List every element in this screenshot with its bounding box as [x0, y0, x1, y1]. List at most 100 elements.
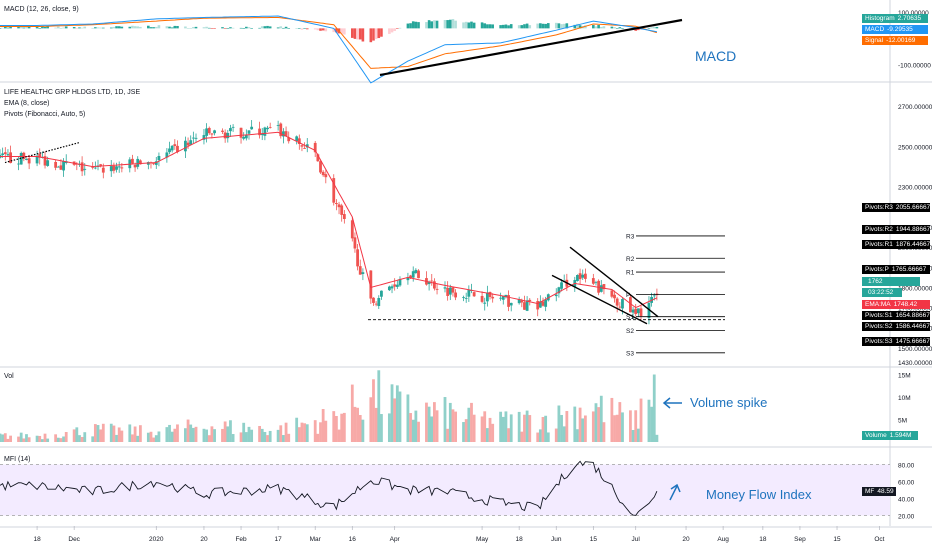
macd-histogram-bar — [298, 28, 301, 29]
mfi-pane-label: MFI (14) — [4, 456, 31, 463]
volume-bar — [17, 436, 20, 442]
macd-histogram-bar — [539, 23, 542, 29]
volume-bar — [207, 435, 211, 442]
macd-histogram-bar — [390, 28, 394, 33]
volume-bar — [38, 435, 42, 442]
candle-body — [541, 301, 545, 306]
candle-body — [279, 123, 283, 137]
candle-body — [75, 163, 79, 165]
price-axis-tick: 1800.00000 — [898, 285, 932, 292]
volume-bar — [9, 435, 12, 442]
candle-body — [480, 295, 484, 302]
macd-histogram-bar — [599, 26, 603, 29]
volume-bar — [374, 407, 378, 442]
volume-bar — [334, 415, 338, 442]
macd-histogram-bar — [157, 25, 161, 29]
volume-bar — [517, 411, 521, 442]
volume-bar — [138, 425, 142, 442]
macd-histogram-bar — [83, 26, 87, 29]
volume-bar — [395, 385, 399, 442]
macd-histogram-bar — [186, 28, 190, 29]
countdown-badge: 03:22:52 — [862, 288, 902, 297]
mfi-band — [0, 464, 890, 516]
candle-body — [517, 299, 521, 304]
macd-histogram-bar — [406, 23, 410, 29]
volume-bar — [133, 426, 137, 442]
macd-histogram-bar — [361, 28, 365, 42]
candle-body — [414, 269, 418, 273]
price-axis-tick: 1500.00000 — [898, 346, 932, 353]
macd-histogram-bar — [541, 23, 545, 29]
candle-body — [282, 131, 285, 137]
volume-bar — [523, 414, 526, 442]
candle-body — [287, 137, 291, 142]
volume-bar — [499, 411, 503, 442]
macd-histogram-bar — [554, 22, 558, 29]
volume-bar — [170, 431, 174, 442]
macd-histogram-bar — [279, 26, 283, 29]
volume-bar — [284, 422, 288, 442]
price-pane-title: LIFE HEALTHC GRP HLDGS LTD, 1D, JSE — [4, 89, 141, 96]
macd-histogram-bar — [520, 25, 524, 29]
volume-bar — [221, 428, 224, 442]
pivot-label-p: P — [626, 292, 630, 299]
volume-bar — [303, 423, 307, 442]
volume-annotation: Volume spike — [690, 395, 768, 410]
candle-body — [594, 282, 598, 284]
macd-histogram-bar — [173, 25, 177, 29]
candle-body — [523, 302, 526, 310]
candle-body — [168, 148, 171, 153]
macd-histogram-bar — [112, 26, 116, 29]
volume-bar — [372, 379, 375, 442]
macd-histogram-bar — [417, 22, 420, 29]
macd-histogram-bar — [488, 24, 492, 29]
volume-bar — [446, 428, 450, 442]
volume-bar — [369, 397, 373, 442]
macd-histogram-bar — [1, 27, 4, 29]
volume-bar — [72, 429, 76, 442]
volume-bar — [3, 433, 7, 442]
candle-body — [22, 152, 26, 159]
macd-histogram-bar — [610, 26, 614, 29]
macd-histogram-bar — [205, 26, 208, 29]
macd-histogram-bar — [396, 28, 399, 29]
macd-histogram-bar — [165, 26, 169, 29]
macd-histogram-bar — [525, 23, 529, 29]
volume-bar — [480, 416, 484, 442]
macd-histogram-bar — [0, 28, 2, 29]
pivot-label-r2: R2 — [626, 256, 635, 263]
mfi-axis-tick: 60.00 — [898, 480, 915, 487]
macd-histogram-bar — [430, 21, 434, 29]
candle-body — [395, 284, 399, 287]
macd-histogram-bar — [154, 26, 158, 29]
macd-histogram-bar — [356, 28, 359, 40]
pivot-badge-p: Pivots:P 1765.66667 — [862, 265, 930, 274]
macd-histogram-bar — [133, 26, 137, 29]
volume-bar — [19, 432, 23, 442]
candle-body — [83, 168, 87, 170]
x-axis-tick: Feb — [235, 536, 247, 543]
pivot-badge-r2: Pivots:R2 1944.88667 — [862, 225, 930, 234]
volume-bar — [528, 415, 532, 442]
price-axis-tick: 2500.00000 — [898, 144, 932, 151]
volume-bar — [136, 435, 140, 442]
candle-body — [615, 298, 619, 306]
pivot-label-s1: S1 — [626, 314, 634, 321]
pivot-label-s2: S2 — [626, 328, 634, 335]
volume-bar — [546, 432, 550, 442]
volume-bar — [78, 435, 81, 442]
macd-histogram-bar — [149, 27, 153, 29]
volume-bar — [313, 420, 317, 442]
candle-body — [91, 166, 95, 168]
candle-body — [297, 138, 301, 145]
volume-bar — [43, 433, 47, 442]
macd-histogram-bar — [443, 19, 447, 29]
candle-body — [38, 153, 42, 158]
volume-bar — [390, 384, 394, 442]
candle-body — [35, 155, 39, 164]
volume-bar — [1, 434, 5, 442]
macd-histogram-bar — [652, 26, 656, 29]
volume-bar — [64, 431, 68, 442]
candle-body — [19, 152, 23, 165]
